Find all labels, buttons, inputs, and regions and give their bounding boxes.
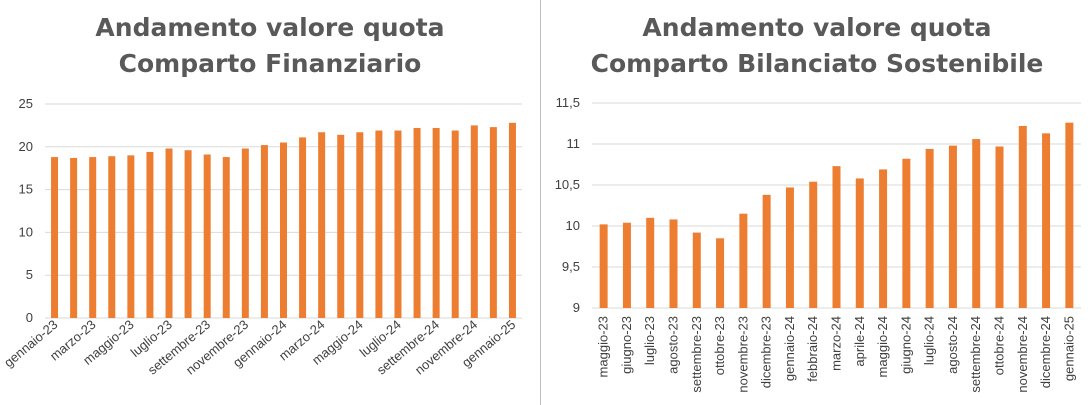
bar (299, 137, 307, 318)
bar (785, 187, 794, 308)
y-tick-label: 9 (573, 300, 580, 315)
bar (948, 145, 957, 308)
bar (669, 219, 678, 308)
bar (413, 127, 421, 318)
bar (127, 155, 135, 318)
bar-chart-finanziario: 0510152025gennaio-23marzo-23maggio-23lug… (1, 96, 522, 378)
y-tick-label: 0 (26, 310, 33, 325)
x-tick-label: gennaio-24 (782, 316, 797, 381)
bar (51, 157, 59, 318)
chart-finanziario: Andamento valore quota Comparto Finanzia… (0, 0, 540, 405)
x-tick-label: maggio-23 (596, 316, 611, 377)
y-tick-label: 20 (19, 139, 33, 154)
x-tick-label: novembre-24 (1015, 316, 1030, 393)
bar (108, 156, 116, 318)
y-tick-label: 11 (567, 136, 581, 151)
x-tick-label: settembre-24 (968, 316, 983, 393)
y-tick-label: 11,5 (556, 95, 580, 110)
y-tick-label: 9,5 (562, 259, 580, 274)
x-tick-label: giugno-23 (619, 316, 634, 374)
x-tick-label: luglio-23 (642, 316, 657, 365)
chart-subtitle: Comparto Bilanciato Sostenibile (590, 49, 1044, 78)
x-tick-label: ottobre-23 (712, 316, 727, 375)
bar (1065, 122, 1074, 309)
bar (241, 148, 249, 318)
bar (1018, 125, 1027, 309)
chart-title: Andamento valore quota Comparto Bilancia… (542, 10, 1092, 82)
bar (280, 142, 287, 318)
x-tick-label: dicembre-24 (1038, 316, 1053, 388)
x-tick-label: ottobre-24 (992, 316, 1007, 375)
bar (508, 122, 516, 318)
bar (146, 151, 154, 318)
chart-title-line1: Andamento valore quota (95, 13, 445, 42)
bar (451, 130, 459, 318)
chart-title: Andamento valore quota Comparto Finanzia… (0, 10, 540, 82)
bar (809, 181, 818, 308)
bar (184, 150, 192, 318)
y-tick-label: 15 (19, 182, 33, 197)
chart-title-line1: Andamento valore quota (642, 13, 992, 42)
y-tick-label: 5 (26, 267, 33, 282)
x-tick-label: giugno-24 (898, 316, 913, 374)
chart-subtitle: Comparto Finanziario (118, 49, 422, 78)
bar-chart-bilanciato: 9 9,5 10 10,5 11 11,5 maggio-23 giugno-23 luglio… (555, 95, 1081, 393)
x-tick-label: settembre-23 (689, 316, 704, 393)
bar (489, 127, 497, 318)
bar (375, 130, 383, 318)
x-tick-label: marzo-24 (829, 316, 844, 371)
bar (692, 232, 701, 308)
x-tick-label: febbraio-24 (805, 316, 820, 382)
bar (832, 166, 841, 308)
x-tick-label: dicembre-23 (759, 316, 774, 388)
bar (879, 169, 888, 308)
x-tick-label: agosto-23 (666, 316, 681, 374)
bar (318, 132, 326, 318)
bar (972, 139, 981, 308)
chart-bilanciato-sostenibile: Andamento valore quota Comparto Bilancia… (542, 0, 1092, 405)
bar (902, 158, 911, 308)
x-tick-label: novembre-23 (735, 316, 750, 393)
y-tick-label: 10 (19, 224, 33, 239)
bar (646, 217, 655, 308)
bar (925, 148, 934, 308)
bar (599, 224, 608, 308)
bar (222, 157, 230, 318)
bar (165, 148, 173, 318)
bar (70, 157, 78, 318)
bar (855, 178, 864, 308)
x-tick-label: aprile-24 (852, 316, 867, 367)
bar (995, 146, 1004, 308)
bar (622, 222, 631, 308)
bar (89, 157, 97, 318)
x-tick-label: maggio-24 (875, 316, 890, 377)
y-tick-label: 10 (566, 218, 580, 233)
y-tick-label: 25 (19, 96, 33, 111)
x-tick-label: luglio-24 (922, 316, 937, 365)
y-tick-label: 10,5 (555, 177, 580, 192)
x-tick-label: agosto-24 (945, 316, 960, 374)
bar (394, 130, 402, 318)
bar (203, 154, 211, 318)
bar (432, 127, 440, 318)
bar (260, 145, 268, 318)
bar (762, 194, 771, 308)
x-tick-label: gennaio-25 (1061, 316, 1076, 381)
bar (337, 134, 345, 318)
bar (716, 238, 725, 308)
bar (739, 213, 748, 308)
bar (470, 125, 478, 319)
bar (1042, 133, 1051, 308)
panel-divider (540, 0, 541, 405)
bar (356, 132, 364, 318)
